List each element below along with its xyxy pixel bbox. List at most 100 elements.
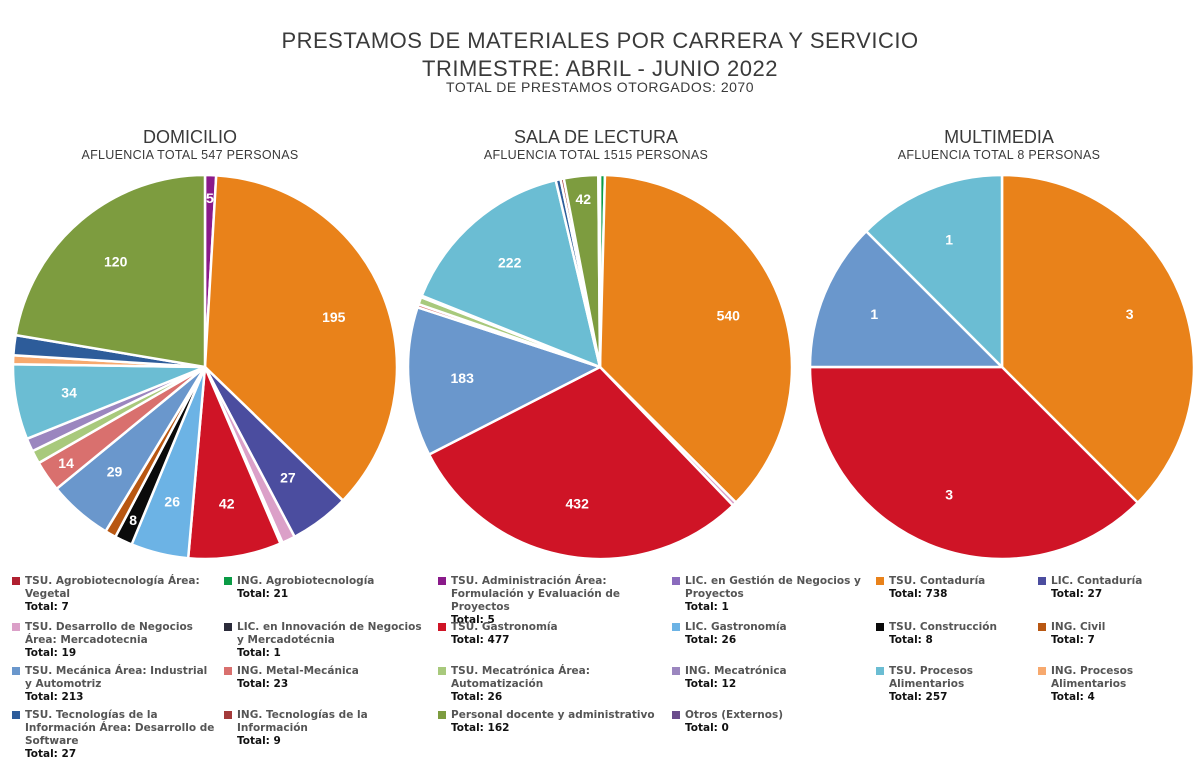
pie-slice-multimedia-0 (1000, 173, 1196, 505)
pie-charts: 5 195 27 42 26 8 29 14 34 120 540 432 183 222 42 3 3 1 1 (11, 173, 1196, 561)
legend-label: ING. Metal-Mecánica (237, 665, 359, 677)
pie-slice-sala-lectura-8 (420, 178, 602, 369)
legend-total: Total: 23 (237, 678, 289, 690)
legend-label: ING. Agrobiotecnología (237, 575, 375, 587)
pie-slice-domicilio-19 (14, 173, 207, 369)
legend-label: ING. Mecatrónica (685, 665, 787, 677)
legend-total: Total: 26 (685, 634, 737, 646)
pie-data-label-sala-lectura-8: 222 (498, 254, 522, 270)
legend-total: Total: 7 (1051, 634, 1095, 646)
pie-subtitle-domicilio: AFLUENCIA TOTAL 547 PERSONAS (81, 148, 299, 162)
pie-subtitle-sala-lectura: AFLUENCIA TOTAL 1515 PERSONAS (483, 148, 709, 162)
legend-swatch (876, 623, 884, 631)
legend-swatch (876, 667, 884, 675)
legend-total: Total: 738 (889, 588, 948, 600)
legend-label: TSU. Gastronomía (451, 621, 558, 633)
legend-item: Personal docente y administrativo Total: … (438, 709, 664, 735)
legend-item: LIC. en Innovación de Negocios y Mercado… (224, 621, 429, 660)
legend-item: TSU. Procesos Alimentarios Total: 257 (876, 665, 1036, 704)
pie-slice-sala-lectura-12 (597, 173, 602, 369)
chart-period-title: TRIMESTRE: ABRIL - JUNIO 2022 (422, 56, 778, 81)
legend-label: TSU. Tecnologías de la Información Área:… (25, 709, 215, 747)
legend-label: ING. Civil (1051, 621, 1106, 633)
pie-slice-sala-lectura-3 (427, 365, 735, 561)
legend-item: TSU. Contaduría Total: 738 (876, 575, 1036, 601)
pie-data-label-sala-lectura-4: 183 (451, 370, 475, 386)
legend-total: Total: 0 (685, 722, 729, 734)
legend-total: Total: 477 (451, 634, 510, 646)
legend-label: TSU. Contaduría (889, 575, 986, 587)
pie-data-label-domicilio-12: 14 (58, 455, 74, 471)
legend-item: TSU. Gastronomía Total: 477 (438, 621, 664, 647)
legend-label: TSU. Mecatrónica Área: Automatización (451, 665, 590, 690)
legend-swatch (876, 577, 884, 585)
pie-slice-domicilio-7 (186, 365, 282, 561)
legend-label: TSU. Agrobiotecnología Área: Vegetal (25, 575, 200, 600)
pie-sala-lectura: 540 432 183 222 42 (406, 173, 794, 561)
pie-data-label-domicilio-9: 8 (129, 512, 137, 528)
pie-slice-domicilio-3 (203, 174, 399, 502)
legend-label: LIC. en Gestión de Negocios y Proyectos (685, 575, 861, 600)
legend-swatch (12, 711, 20, 719)
pie-data-label-domicilio-4: 27 (280, 470, 296, 486)
pie-data-label-domicilio-8: 26 (164, 493, 180, 509)
pie-data-label-domicilio-7: 42 (219, 496, 235, 512)
legend-label: ING. Tecnologías de la Información (237, 709, 368, 734)
legend-item: TSU. Administración Área: Formulación y … (438, 575, 664, 627)
legend-swatch (672, 577, 680, 585)
legend-swatch (12, 577, 20, 585)
legend-swatch (1038, 623, 1046, 631)
legend-swatch (224, 711, 232, 719)
legend-item: ING. Tecnologías de la Información Total:… (224, 709, 429, 748)
pie-title-multimedia: MULTIMEDIA (944, 127, 1054, 147)
legend-item: TSU. Desarrollo de Negocios Área: Mercad… (12, 621, 217, 660)
pie-data-label-domicilio-3: 195 (322, 309, 346, 325)
pie-subtitle-multimedia: AFLUENCIA TOTAL 8 PERSONAS (897, 148, 1101, 162)
legend-label: TSU. Construcción (889, 621, 997, 633)
legend-total: Total: 7 (25, 601, 69, 613)
pie-slice-sala-lectura-1 (598, 173, 794, 504)
legend-swatch (224, 667, 232, 675)
pie-data-label-domicilio-1: 5 (206, 190, 214, 206)
pie-slice-multimedia-2 (808, 229, 1004, 369)
pie-title-domicilio: DOMICILIO (142, 127, 237, 147)
legend-swatch (224, 577, 232, 585)
legend-item: Otros (Externos) Total: 0 (672, 709, 862, 735)
legend-item: LIC. Gastronomía Total: 26 (672, 621, 862, 647)
pie-title-sala-lectura: SALA DE LECTURA (513, 127, 679, 147)
legend-total: Total: 5 (451, 614, 495, 626)
legend-item: ING. Civil Total: 7 (1038, 621, 1196, 647)
pie-data-label-multimedia-1: 3 (945, 487, 953, 503)
chart-total-loans: TOTAL DE PRESTAMOS OTORGADOS: 2070 (446, 79, 754, 95)
pie-domicilio: 5 195 27 42 26 8 29 14 34 120 (11, 173, 399, 561)
pie-data-label-sala-lectura-1: 540 (717, 308, 741, 324)
legend-total: Total: 27 (1051, 588, 1103, 600)
legend-swatch (12, 667, 20, 675)
legend-item: LIC. Contaduría Total: 27 (1038, 575, 1196, 601)
legend-label: LIC. Gastronomía (685, 621, 787, 633)
legend-label: LIC. Contaduría (1051, 575, 1143, 587)
legend-total: Total: 213 (25, 691, 84, 703)
pie-data-label-multimedia-3: 1 (945, 231, 953, 247)
legend-swatch (438, 667, 446, 675)
legend-item: TSU. Agrobiotecnología Área: Vegetal Tota… (12, 575, 217, 614)
legend-label: TSU. Administración Área: Formulación y … (451, 575, 620, 613)
legend-item: ING. Agrobiotecnología Total: 21 (224, 575, 429, 601)
chart-main-title: PRESTAMOS DE MATERIALES POR CARRERA Y SE… (281, 28, 919, 53)
legend-swatch (12, 623, 20, 631)
legend-swatch (438, 577, 446, 585)
pie-data-label-domicilio-19: 120 (104, 253, 128, 269)
pie-data-label-domicilio-15: 34 (61, 384, 77, 400)
pie-slice-multimedia-1 (808, 365, 1140, 561)
legend-total: Total: 21 (237, 588, 289, 600)
legend-total: Total: 12 (685, 678, 737, 690)
legend-swatch (438, 711, 446, 719)
pie-slice-sala-lectura-4 (406, 306, 602, 456)
legend-swatch (224, 623, 232, 631)
pie-data-label-multimedia-2: 1 (870, 306, 878, 322)
legend-total: Total: 8 (889, 634, 933, 646)
legend-label: Otros (Externos) (685, 709, 784, 721)
legend-item: TSU. Mecatrónica Área: Automatización Tot… (438, 665, 664, 704)
legend-item: TSU. Mecánica Área: Industrial y Automot… (12, 665, 217, 704)
legend-swatch (672, 623, 680, 631)
